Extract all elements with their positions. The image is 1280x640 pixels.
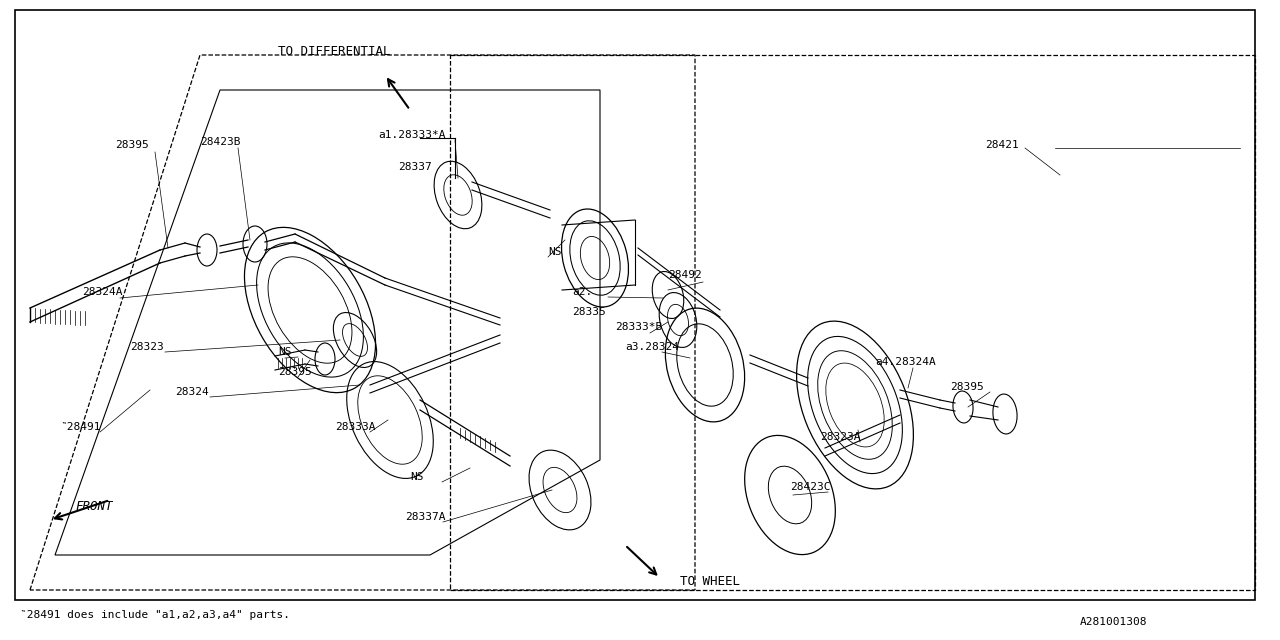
Text: 28333*B: 28333*B xyxy=(614,322,662,332)
Text: a1.28333*A: a1.28333*A xyxy=(378,130,445,140)
Text: 28492: 28492 xyxy=(668,270,701,280)
Text: 28395: 28395 xyxy=(950,382,984,392)
Text: NS: NS xyxy=(410,472,424,482)
Text: 28323A: 28323A xyxy=(820,432,860,442)
Text: NS: NS xyxy=(278,347,292,357)
Text: a3.28324: a3.28324 xyxy=(625,342,678,352)
Text: TO WHEEL: TO WHEEL xyxy=(680,575,740,588)
Text: 28324A: 28324A xyxy=(82,287,123,297)
Text: ‶28491 does include "a1,a2,a3,a4" parts.: ‶28491 does include "a1,a2,a3,a4" parts. xyxy=(20,610,291,620)
Text: a4.28324A: a4.28324A xyxy=(876,357,936,367)
Text: A281001308: A281001308 xyxy=(1080,617,1147,627)
Text: 28423C: 28423C xyxy=(790,482,831,492)
Text: 28421: 28421 xyxy=(986,140,1019,150)
Text: 28395: 28395 xyxy=(278,367,312,377)
Text: 28395: 28395 xyxy=(115,140,148,150)
Text: ‶28491: ‶28491 xyxy=(60,422,101,432)
Text: 28423B: 28423B xyxy=(200,137,241,147)
Text: TO DIFFERENTIAL: TO DIFFERENTIAL xyxy=(278,45,390,58)
Text: FRONT: FRONT xyxy=(76,500,113,513)
Text: 28323: 28323 xyxy=(131,342,164,352)
Text: 28335: 28335 xyxy=(572,307,605,317)
Text: 28324: 28324 xyxy=(175,387,209,397)
Text: 28337A: 28337A xyxy=(404,512,445,522)
Text: 28333A: 28333A xyxy=(335,422,375,432)
Text: 28337: 28337 xyxy=(398,162,431,172)
Text: NS: NS xyxy=(548,247,562,257)
Text: a2.: a2. xyxy=(572,287,593,297)
